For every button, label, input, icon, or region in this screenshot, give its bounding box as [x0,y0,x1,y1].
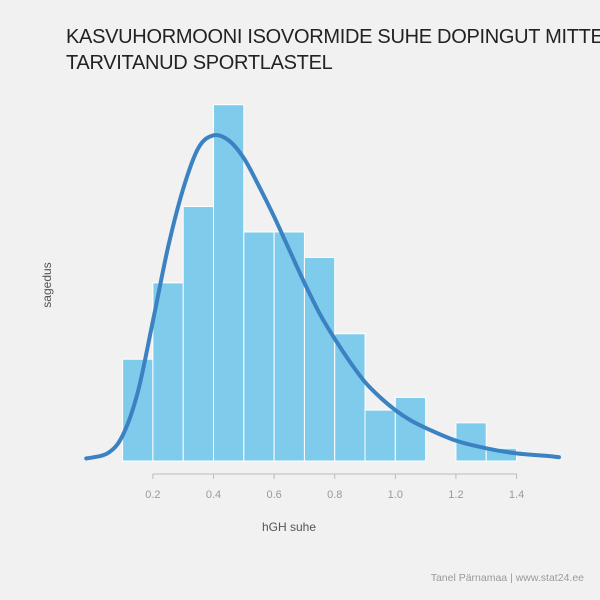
histogram-bar [182,206,215,462]
histogram-bar [455,422,487,462]
density-curve [84,132,561,461]
histogram-bar [364,409,396,462]
histogram-bar [213,104,245,462]
x-axis-label: hGH suhe [262,520,316,534]
x-tick-label: 0.2 [145,489,160,501]
bars-group [122,104,518,462]
histogram-bar [243,231,275,462]
histogram-bar [334,333,366,462]
histogram-bar [122,358,154,462]
histogram-bar [394,396,427,462]
histogram-bar [152,282,184,462]
credit-text: Tanel Pärnamaa | www.stat24.ee [430,572,584,584]
x-tick-label: 1.2 [448,489,463,501]
x-tick-label: 0.4 [206,489,221,501]
chart-title-line-1: KASVUHORMOONI ISOVORMIDE SUHE DOPINGUT M… [66,26,600,48]
x-tick-label: 0.6 [266,489,281,501]
chart-title: KASVUHORMOONI ISOVORMIDE SUHE DOPINGUT M… [66,24,600,76]
x-tick-label: 0.8 [327,489,342,501]
y-axis-label: sagedus [40,262,54,307]
chart-title-line-2: TARVITANUD SPORTLASTEL [66,52,333,74]
x-axis-ticks: 0.2 0.4 0.6 0.8 1.0 1.2 1.4 [145,474,524,501]
x-tick-label: 1.0 [388,489,403,501]
x-tick-label: 1.4 [509,489,524,501]
histogram-bar [273,231,305,462]
